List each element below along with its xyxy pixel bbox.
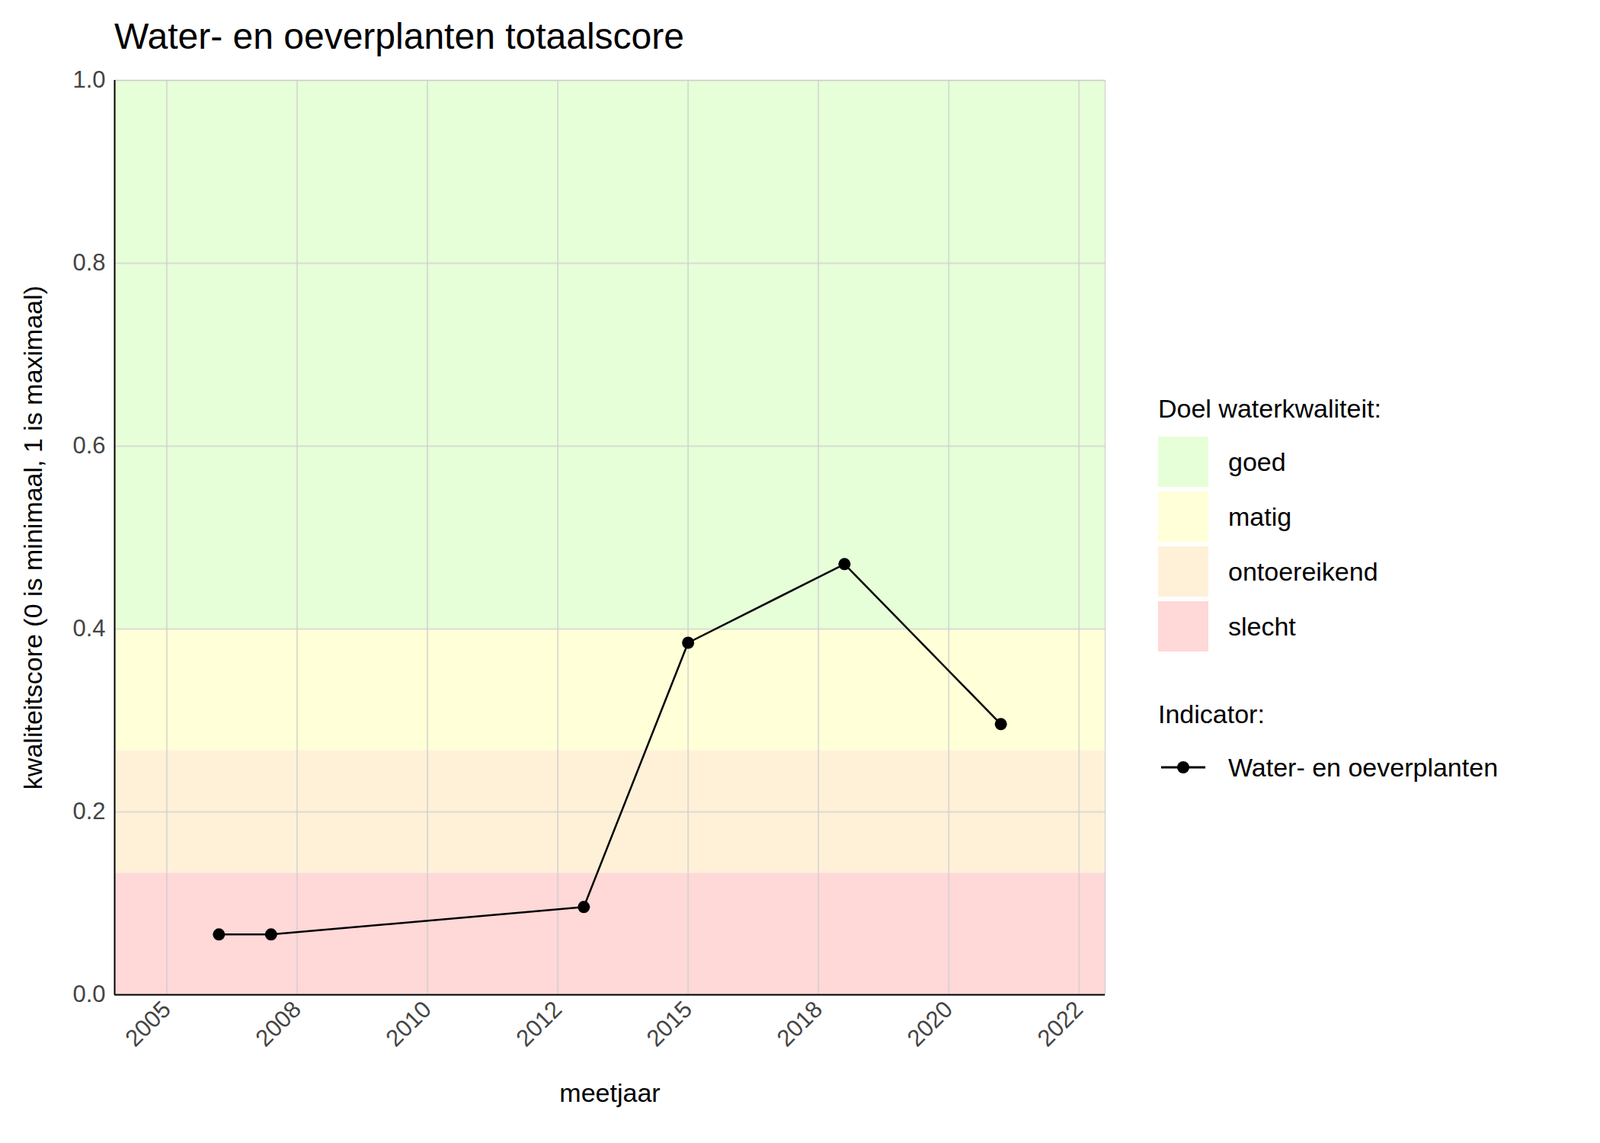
html-text:matig: matig [1228,501,1292,531]
svg-text:2012: 2012 [511,995,568,1053]
html-text:goed: goed [1228,446,1286,476]
svg-text:meetjaar: meetjaar [559,1078,660,1108]
svg-text:0.8: 0.8 [72,249,106,276]
svg-text:2018: 2018 [771,995,829,1053]
svg-text:2005: 2005 [119,995,176,1053]
html-text:ontoereikend: ontoereikend [1228,556,1378,586]
svg-text:2022: 2022 [1032,995,1089,1053]
svg-text:1.0: 1.0 [72,66,106,93]
svg-text:0.2: 0.2 [72,797,106,825]
html-text:slecht: slecht [1228,611,1296,641]
svg-text:kwaliteitscore (0 is minimaal,: kwaliteitscore (0 is minimaal, 1 is maxi… [18,285,48,790]
html-text:Indicator:: Indicator: [1158,699,1265,729]
svg-text:0.0: 0.0 [72,980,106,1008]
svg-text:2015: 2015 [641,995,698,1053]
svg-text:2008: 2008 [249,995,307,1053]
html-text:Doel waterkwaliteit:: Doel waterkwaliteit: [1158,393,1382,423]
svg-text:0.6: 0.6 [72,432,106,459]
html-text:Water- en oeverplanten totaals: Water- en oeverplanten totaalscore [114,16,685,57]
svg-text:0.4: 0.4 [72,614,106,642]
html-text:Water- en oeverplanten: Water- en oeverplanten [1228,752,1498,782]
svg-text:2020: 2020 [902,995,959,1053]
svg-text:2010: 2010 [380,995,437,1053]
